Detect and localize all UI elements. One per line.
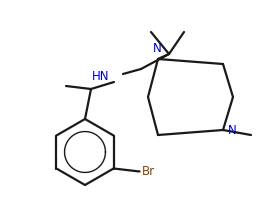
Text: HN: HN xyxy=(92,70,110,83)
Text: N: N xyxy=(228,123,237,137)
Text: Br: Br xyxy=(142,165,155,178)
Text: N: N xyxy=(153,42,161,55)
